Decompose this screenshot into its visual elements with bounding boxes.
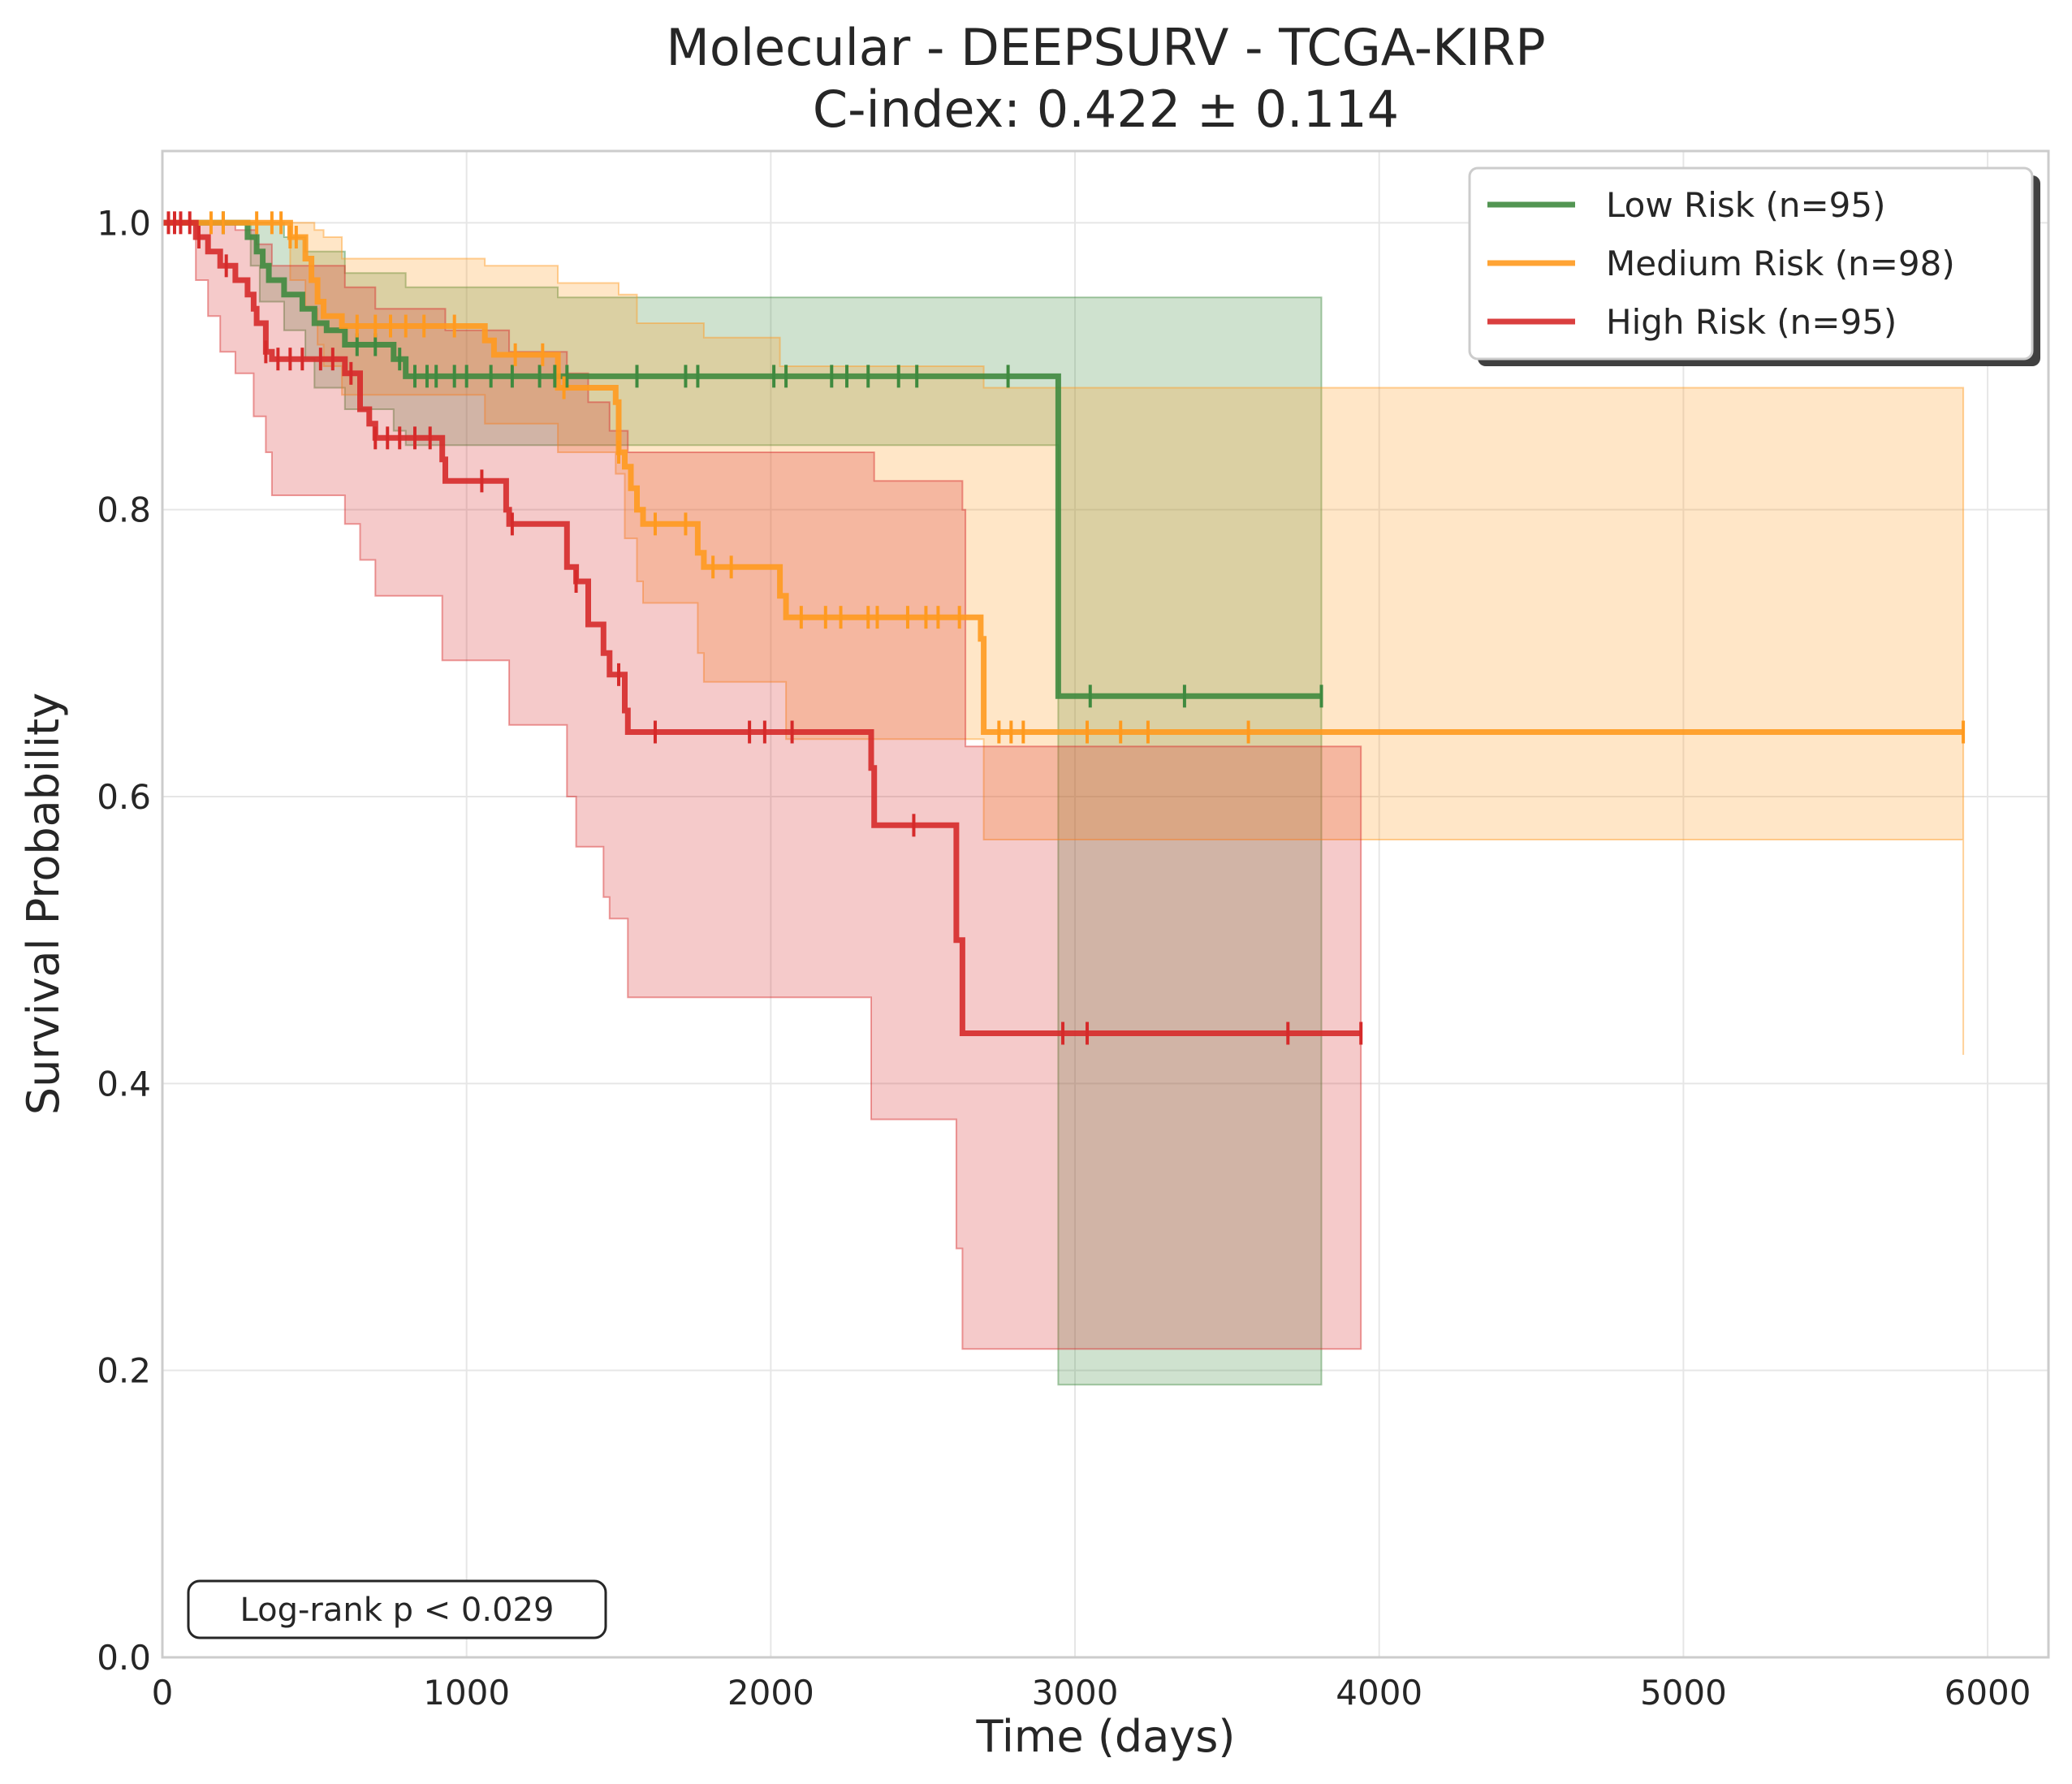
x-axis-label: Time (days) [976, 1711, 1236, 1762]
chart-title: Molecular - DEEPSURV - TCGA-KIRP [666, 18, 1545, 77]
x-tick-label: 1000 [423, 1673, 510, 1713]
x-tick-label: 6000 [1945, 1673, 2031, 1713]
low-risk-legend-label: Low Risk (n=95) [1606, 185, 1886, 225]
plot-frame [161, 149, 2050, 1659]
medium-risk-confidence-band [162, 222, 1965, 1055]
annotation-box [187, 1579, 607, 1639]
x-tick-label: 5000 [1640, 1673, 1727, 1713]
y-tick-label: 0.4 [97, 1064, 151, 1104]
medium-risk-curve [162, 219, 1964, 735]
medium-risk-legend-label: Medium Risk (n=98) [1606, 244, 1955, 283]
logrank-annotation: Log-rank p < 0.029 [187, 1579, 607, 1639]
x-tick-label: 2000 [727, 1673, 814, 1713]
y-tick-label: 1.0 [97, 203, 151, 243]
confidence-bands [162, 222, 1965, 1386]
chart-subtitle: C-index: 0.422 ± 0.114 [813, 80, 1399, 139]
legend: Low Risk (n=95) Medium Risk (n=98) High Ri… [1468, 166, 2040, 366]
x-tick-label: 4000 [1336, 1673, 1422, 1713]
x-tick-label: 0 [152, 1673, 174, 1713]
x-tick-label: 3000 [1032, 1673, 1119, 1713]
high-risk-legend-label: High Risk (n=95) [1606, 302, 1897, 342]
y-axis-label: Survival Probability [18, 693, 69, 1115]
y-tick-label: 0.2 [97, 1351, 151, 1391]
legend-box [1468, 166, 2034, 361]
axis-ticks: 0 1000 2000 3000 4000 5000 6000 0.0 0.2 0.4 0.6 0.8… [97, 203, 2031, 1713]
low-risk-curve [162, 219, 1322, 699]
high-risk-confidence-band [162, 222, 1362, 1350]
high-risk-curve [162, 219, 1362, 1036]
y-tick-label: 0.8 [97, 490, 151, 530]
logrank-text: Log-rank p < 0.029 [240, 1592, 555, 1629]
y-tick-label: 0.0 [97, 1638, 151, 1678]
censor-marks [166, 211, 1966, 1045]
y-tick-label: 0.6 [97, 777, 151, 817]
survival-curves [162, 219, 1964, 1036]
